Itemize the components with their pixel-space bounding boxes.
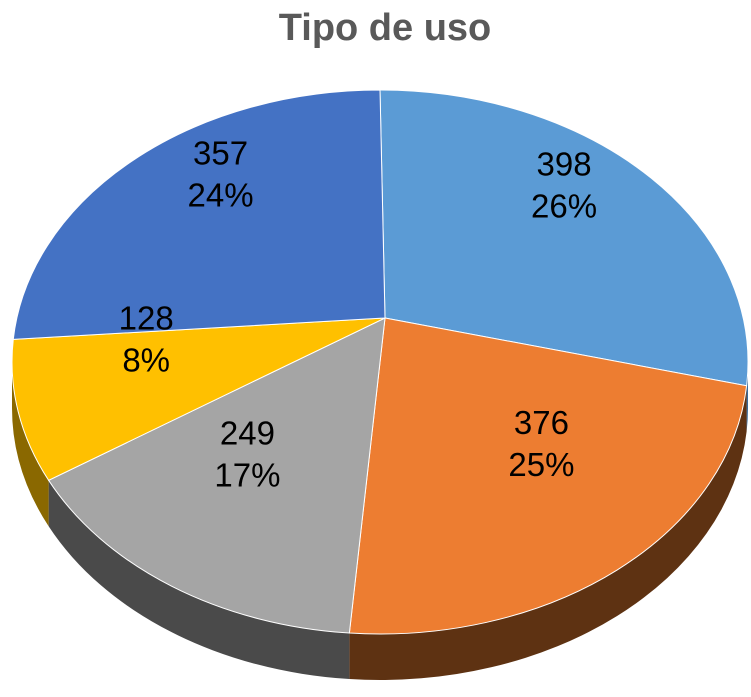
percent-label: 26% bbox=[531, 187, 597, 224]
data-label: 376 bbox=[514, 404, 569, 441]
chart-title: Tipo de uso bbox=[279, 7, 492, 49]
pie-side bbox=[48, 480, 350, 680]
percent-label: 17% bbox=[214, 457, 280, 494]
percent-label: 25% bbox=[508, 446, 574, 483]
data-label: 128 bbox=[119, 299, 174, 336]
pie-slice bbox=[47, 317, 386, 634]
data-label: 249 bbox=[220, 415, 275, 452]
pie-side bbox=[12, 362, 49, 527]
data-label: 398 bbox=[537, 145, 592, 182]
pie-slice bbox=[379, 89, 749, 387]
pie-slice bbox=[348, 317, 748, 635]
pie-slice bbox=[12, 89, 386, 340]
percent-label: 24% bbox=[188, 177, 254, 214]
data-label: 357 bbox=[193, 135, 248, 172]
percent-label: 8% bbox=[122, 341, 170, 378]
pie-slice bbox=[11, 317, 386, 481]
